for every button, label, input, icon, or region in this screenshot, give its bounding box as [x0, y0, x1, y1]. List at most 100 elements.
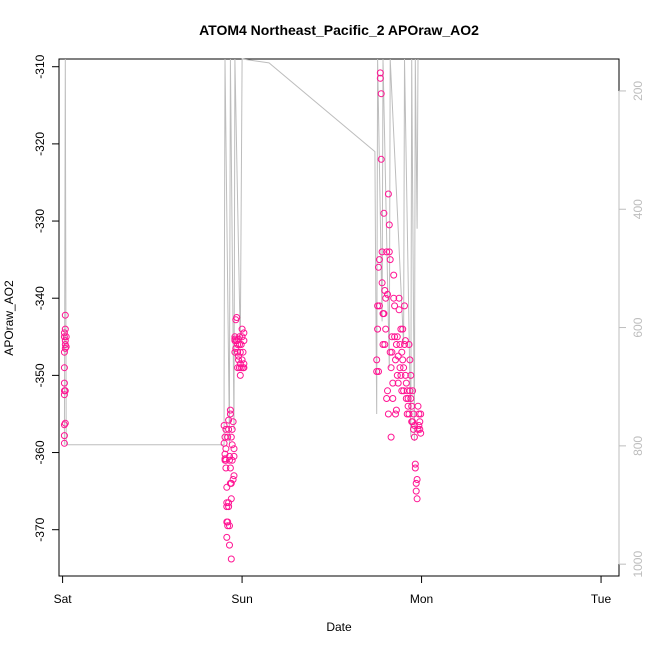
data-point: [412, 487, 420, 495]
data-point: [377, 155, 385, 163]
data-point: [226, 541, 233, 549]
y-axis: -370 -360 -350 -340 -330 -320 -310: [33, 54, 60, 542]
data-point: [375, 368, 382, 375]
data-point: [391, 302, 399, 310]
data-point: [225, 416, 233, 424]
data-point: [392, 410, 399, 418]
data-point: [375, 263, 382, 271]
data-point: [406, 356, 414, 364]
data-point: [388, 333, 396, 341]
data-point: [60, 364, 68, 372]
data-point: [414, 402, 422, 410]
data-point: [375, 256, 383, 264]
data-point: [380, 209, 388, 217]
data-point: [227, 433, 235, 441]
y-axis-label: APOraw_AO2: [2, 280, 16, 356]
data-point: [413, 476, 421, 483]
data-point: [390, 294, 398, 302]
data-point: [406, 387, 414, 395]
data-point: [391, 333, 399, 341]
data-point: [398, 348, 406, 356]
data-point: [238, 333, 246, 341]
data-point: [394, 352, 402, 360]
data-point: [222, 445, 230, 453]
data-point: [413, 495, 421, 503]
x-axis-label: Date: [326, 620, 352, 634]
data-point: [238, 356, 246, 364]
data-point: [240, 360, 248, 368]
data-point: [239, 348, 247, 356]
data-point: [62, 343, 70, 351]
data-point: [403, 387, 411, 395]
data-point: [417, 429, 425, 437]
data-point: [376, 74, 384, 82]
y-right-tick-label: 400: [631, 199, 645, 219]
data-point: [412, 479, 420, 487]
data-point: [387, 433, 395, 441]
data-point: [384, 387, 391, 395]
data-point: [385, 221, 393, 229]
data-point: [396, 364, 404, 372]
x-tick-label: Sun: [231, 592, 252, 606]
data-point: [235, 352, 242, 360]
data-point: [394, 379, 402, 387]
data-point: [231, 333, 239, 341]
data-point: [389, 379, 397, 387]
data-point: [383, 395, 391, 402]
data-point: [386, 256, 394, 264]
data-point: [390, 271, 398, 279]
data-point: [385, 248, 393, 256]
data-point: [222, 464, 230, 472]
data-point: [62, 333, 70, 341]
data-point: [393, 333, 401, 341]
data-point: [60, 391, 68, 399]
data-point: [230, 472, 238, 480]
x-axis: Sat Sun Mon Tue: [54, 575, 612, 606]
data-point: [236, 348, 244, 356]
data-point: [404, 402, 412, 410]
data-point: [230, 445, 238, 453]
data-point: [395, 306, 403, 314]
data-point: [399, 356, 407, 364]
data-point: [384, 290, 391, 298]
data-point: [404, 395, 412, 402]
data-point: [401, 341, 408, 348]
data-point: [60, 432, 68, 440]
data-point: [407, 395, 415, 402]
data-point: [409, 418, 417, 426]
data-point: [405, 341, 413, 348]
data-point: [227, 555, 235, 563]
data-point: [399, 325, 407, 333]
data-point: [407, 371, 415, 379]
data-point: [383, 248, 391, 256]
plot-frame: [58, 58, 620, 577]
x-tick-label: Tue: [591, 592, 612, 606]
data-points-layer: [60, 69, 425, 563]
data-point: [236, 371, 244, 379]
data-point: [409, 387, 417, 395]
data-point: [415, 422, 423, 429]
data-point: [373, 356, 381, 364]
data-point: [60, 379, 68, 387]
y-right-tick-label: 600: [631, 317, 645, 337]
data-point: [240, 337, 248, 345]
data-point: [381, 341, 389, 348]
y-tick-label: -370: [33, 517, 47, 541]
data-point: [227, 495, 235, 503]
data-point: [392, 406, 400, 414]
data-point: [376, 69, 384, 77]
y-tick-label: -330: [33, 209, 47, 233]
data-point: [375, 302, 383, 310]
pressure-trace-line: [63, 58, 419, 446]
data-point: [384, 190, 392, 198]
data-point: [60, 439, 68, 447]
data-point: [228, 456, 236, 464]
data-point: [235, 356, 242, 364]
data-point: [234, 348, 242, 356]
data-point: [392, 341, 400, 348]
data-point: [225, 503, 233, 511]
data-point: [378, 248, 386, 256]
data-point: [240, 364, 248, 372]
data-point: [228, 425, 236, 433]
data-point: [400, 364, 408, 372]
